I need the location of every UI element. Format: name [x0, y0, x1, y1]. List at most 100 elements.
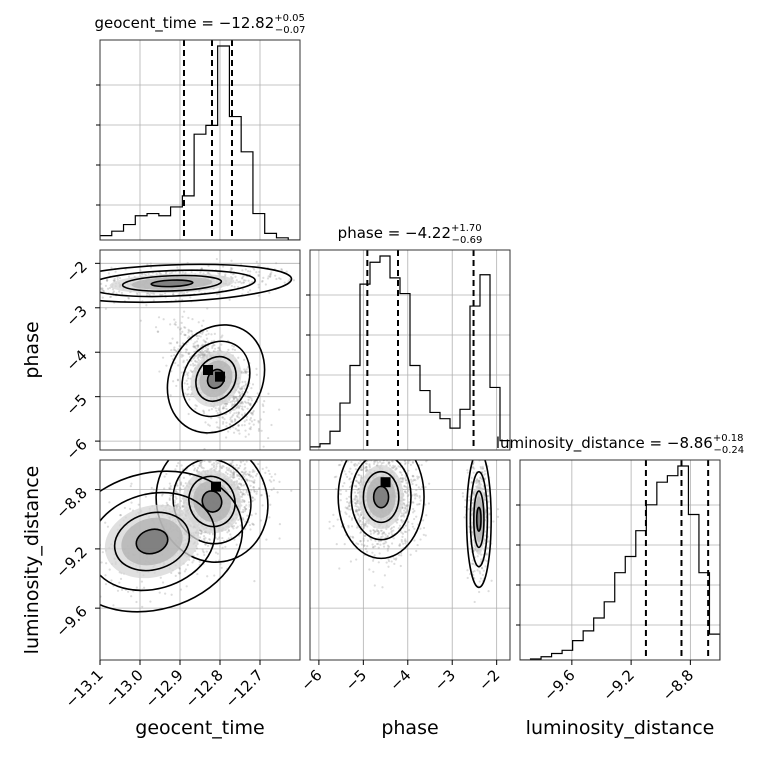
scatter-point [179, 588, 183, 591]
scatter-point [381, 531, 384, 535]
scatter-point [347, 526, 350, 529]
scatter-point [261, 467, 264, 470]
scatter-point [353, 501, 357, 505]
scatter-point [73, 291, 75, 293]
scatter-point [239, 483, 243, 486]
scatter-point [373, 584, 376, 587]
scatter-point [405, 485, 408, 489]
scatter-point [394, 558, 397, 561]
scatter-point [347, 524, 350, 527]
scatter-point [236, 398, 239, 402]
scatter-point [214, 407, 217, 410]
scatter-point [346, 500, 349, 504]
scatter-point [249, 403, 252, 407]
scatter-point [473, 467, 476, 470]
scatter-point [356, 512, 359, 515]
scatter-point [359, 420, 361, 422]
scatter-point [357, 517, 360, 520]
scatter-point [412, 507, 415, 511]
scatter-point [238, 394, 242, 397]
scatter-point [242, 471, 245, 474]
scatter-point [373, 460, 377, 463]
scatter-point [233, 348, 237, 352]
scatter-point [201, 353, 204, 356]
scatter-point [249, 402, 252, 406]
scatter-point [400, 540, 404, 543]
scatter-point [241, 390, 244, 393]
scatter-point [233, 412, 236, 415]
scatter-point [201, 350, 205, 353]
scatter-point [407, 461, 410, 465]
scatter-point [482, 487, 485, 490]
scatter-point [412, 517, 416, 521]
scatter-point [97, 296, 99, 298]
scatter-point [399, 515, 403, 518]
scatter-point [356, 489, 359, 492]
scatter-point [240, 277, 244, 280]
scatter-point [232, 476, 235, 479]
scatter-point [332, 513, 335, 516]
scatter-point [246, 472, 249, 476]
scatter-point [96, 586, 98, 588]
scatter-point [186, 261, 189, 265]
scatter-point [105, 279, 109, 282]
scatter-point [198, 453, 200, 455]
scatter-point [373, 530, 377, 533]
scatter-content [38, 257, 296, 450]
scatter-point [238, 391, 241, 395]
scatter-point [188, 398, 191, 401]
scatter-point [237, 458, 239, 460]
scatter-point [404, 538, 407, 541]
scatter-point [234, 396, 238, 399]
scatter-point [243, 371, 246, 374]
scatter-point [248, 523, 252, 527]
scatter-point [176, 266, 179, 269]
scatter-point [231, 273, 235, 276]
scatter-point [246, 493, 250, 496]
scatter-point [217, 416, 220, 419]
scatter-point [181, 505, 184, 508]
scatter-point [360, 474, 363, 478]
scatter-point [189, 355, 192, 359]
scatter-point [232, 527, 235, 530]
scatter-point [354, 484, 358, 487]
scatter-point [235, 397, 239, 400]
scatter-point [200, 465, 203, 468]
scatter-point [486, 553, 489, 556]
scatter-content [81, 445, 293, 613]
scatter-point [173, 346, 176, 349]
scatter-point [269, 273, 272, 276]
scatter-point [199, 445, 201, 447]
scatter-point [250, 412, 254, 415]
scatter-point [392, 466, 396, 469]
scatter-point [234, 281, 237, 284]
scatter-point [229, 469, 233, 472]
scatter-point [239, 510, 242, 514]
scatter-point [81, 517, 83, 519]
scatter-point [38, 300, 40, 302]
scatter-point [385, 561, 388, 564]
scatter-point [143, 273, 146, 276]
scatter-point [206, 351, 209, 354]
scatter-point [140, 580, 144, 583]
scatter-point [377, 529, 380, 533]
grid-luminosity_distance [520, 460, 720, 660]
scatter-point [172, 380, 175, 383]
title-main: phase = −4.22 [338, 224, 451, 242]
scatter-point [477, 479, 481, 482]
scatter-point [270, 453, 272, 455]
scatter-point [482, 467, 485, 470]
scatter-point [496, 508, 499, 511]
scatter-point [237, 482, 241, 486]
scatter-point [249, 416, 253, 420]
scatter-point [231, 420, 234, 424]
scatter-point [202, 409, 205, 412]
scatter-point [139, 269, 142, 272]
scatter-point [198, 536, 202, 539]
scatter-point [236, 415, 239, 419]
scatter-point [477, 440, 479, 442]
scatter-point [384, 446, 386, 448]
scatter-point [240, 407, 244, 410]
scatter-point [362, 539, 365, 542]
scatter-point [174, 489, 177, 492]
